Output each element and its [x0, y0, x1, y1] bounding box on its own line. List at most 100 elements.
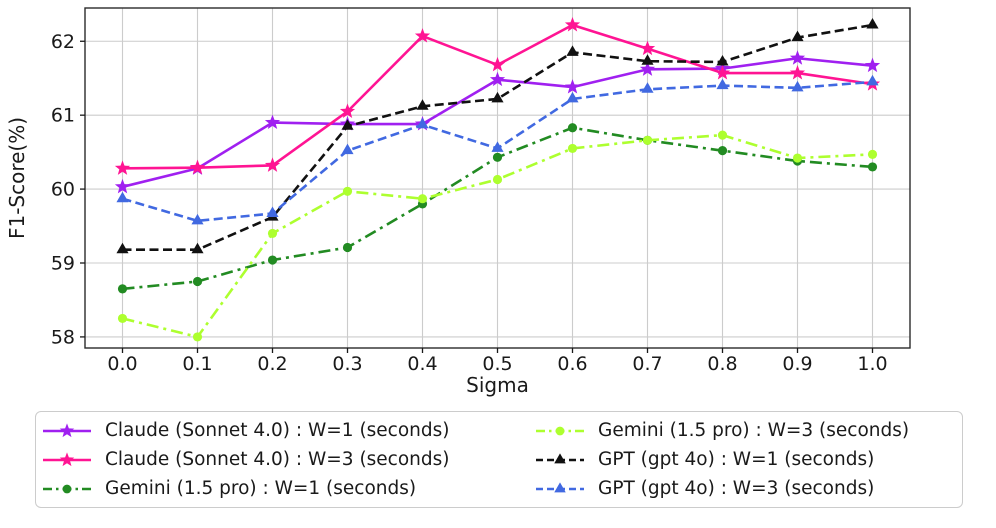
legend-item-0: Claude (Sonnet 4.0) : W=1 (seconds) — [43, 416, 536, 445]
triangle-marker-icon — [866, 18, 879, 29]
circle-marker-icon — [492, 174, 503, 185]
legend-swatch-star-icon — [43, 451, 91, 466]
legend-swatch-circle-icon — [536, 426, 584, 435]
star-marker-icon — [864, 57, 881, 73]
circle-marker-icon — [342, 186, 353, 196]
star-marker-icon — [59, 451, 75, 466]
x-tick-label: 0.5 — [482, 353, 512, 375]
x-tick-label: 0.4 — [407, 353, 437, 375]
x-tick-label: 0.7 — [632, 353, 662, 375]
series-line-4 — [122, 23, 873, 251]
triangle-marker-icon — [191, 242, 204, 254]
star-marker-icon — [264, 114, 281, 130]
x-axis-label: Sigma — [466, 373, 529, 397]
circle-marker-icon — [567, 123, 578, 133]
circle-marker-icon — [792, 153, 803, 163]
triangle-marker-icon — [566, 91, 579, 103]
x-tick-label: 0.9 — [782, 353, 812, 375]
circle-marker-icon — [342, 242, 353, 253]
x-tick-label: 0.6 — [557, 353, 587, 375]
circle-marker-icon — [192, 332, 203, 342]
triangle-marker-icon — [191, 213, 204, 225]
legend-label: GPT (gpt 4o) : W=3 (seconds) — [598, 478, 875, 499]
star-marker-icon — [489, 56, 506, 72]
x-tick-label: 1.0 — [857, 353, 887, 375]
line-chart: 0.0 0.1 0.2 0.3 0.4 0.5 0.6 0.7 0.8 0.9 1.0 58 59 60 6… — [51, 7, 911, 375]
x-tick-label: 0.8 — [707, 353, 737, 375]
legend-swatch-triangle-icon — [536, 481, 584, 492]
star-marker-icon — [264, 157, 281, 172]
triangle-marker-icon — [554, 452, 566, 463]
series-markers-3 — [117, 130, 878, 342]
x-tick-label: 0.0 — [107, 353, 137, 375]
triangle-marker-icon — [554, 481, 566, 492]
series-markers-5 — [116, 74, 879, 225]
circle-marker-icon — [867, 162, 878, 172]
x-tick-label: 0.1 — [182, 353, 212, 375]
star-marker-icon — [639, 40, 656, 56]
legend-label: Gemini (1.5 pro) : W=1 (seconds) — [105, 478, 417, 499]
triangle-marker-icon — [716, 78, 729, 90]
triangle-marker-icon — [116, 191, 129, 203]
legend-item-1: Claude (Sonnet 4.0) : W=3 (seconds) — [43, 445, 536, 474]
legend-label: GPT (gpt 4o) : W=1 (seconds) — [598, 449, 875, 470]
circle-marker-icon — [62, 484, 72, 493]
circle-marker-icon — [192, 276, 203, 287]
legend-label: Claude (Sonnet 4.0) : W=3 (seconds) — [105, 449, 450, 470]
legend-swatch-circle-icon — [43, 484, 91, 493]
circle-marker-icon — [555, 426, 565, 435]
triangle-marker-icon — [416, 117, 429, 129]
circle-marker-icon — [867, 149, 878, 159]
triangle-marker-icon — [641, 54, 654, 65]
triangle-marker-icon — [716, 54, 729, 66]
triangle-marker-icon — [341, 119, 354, 130]
series-markers-4 — [116, 18, 879, 254]
star-marker-icon — [564, 17, 581, 32]
star-marker-icon — [489, 71, 506, 87]
star-marker-icon — [789, 65, 806, 80]
y-tick-label: 59 — [51, 253, 75, 275]
circle-marker-icon — [117, 313, 128, 324]
y-tick-label: 58 — [51, 326, 75, 348]
circle-marker-icon — [717, 146, 728, 156]
star-marker-icon — [114, 160, 131, 175]
triangle-marker-icon — [791, 30, 804, 42]
circle-marker-icon — [267, 255, 278, 265]
triangle-marker-icon — [866, 74, 879, 86]
circle-marker-icon — [642, 135, 653, 145]
triangle-marker-icon — [416, 99, 429, 110]
triangle-marker-icon — [116, 242, 129, 254]
legend-swatch-star-icon — [43, 422, 91, 437]
legend-item-2: Gemini (1.5 pro) : W=1 (seconds) — [43, 474, 536, 503]
star-marker-icon — [339, 103, 356, 118]
circle-marker-icon — [717, 130, 728, 140]
legend-label: Claude (Sonnet 4.0) : W=1 (seconds) — [105, 420, 450, 441]
star-marker-icon — [114, 178, 131, 194]
legend-item-4: GPT (gpt 4o) : W=1 (seconds) — [536, 445, 956, 474]
star-marker-icon — [189, 159, 206, 175]
triangle-marker-icon — [266, 206, 279, 217]
circle-marker-icon — [117, 284, 128, 294]
triangle-marker-icon — [341, 143, 354, 155]
circle-marker-icon — [267, 228, 278, 239]
chart-legend: Claude (Sonnet 4.0) : W=1 (seconds) Claud… — [35, 411, 963, 508]
y-tick-label: 62 — [51, 31, 75, 53]
triangle-marker-icon — [566, 45, 579, 56]
star-marker-icon — [414, 28, 431, 43]
circle-marker-icon — [417, 194, 428, 204]
circle-marker-icon — [567, 143, 578, 154]
legend-label: Gemini (1.5 pro) : W=3 (seconds) — [598, 420, 910, 441]
triangle-marker-icon — [641, 82, 654, 93]
star-marker-icon — [789, 50, 806, 65]
triangle-marker-icon — [791, 80, 804, 92]
legend-swatch-triangle-icon — [536, 452, 584, 463]
x-tick-label: 0.3 — [332, 353, 362, 375]
triangle-marker-icon — [491, 91, 504, 103]
star-marker-icon — [714, 65, 731, 80]
triangle-marker-icon — [491, 141, 504, 152]
y-axis-label: F1-Score(%) — [5, 116, 29, 240]
circle-marker-icon — [492, 152, 503, 162]
star-marker-icon — [639, 61, 656, 76]
star-marker-icon — [59, 422, 75, 437]
